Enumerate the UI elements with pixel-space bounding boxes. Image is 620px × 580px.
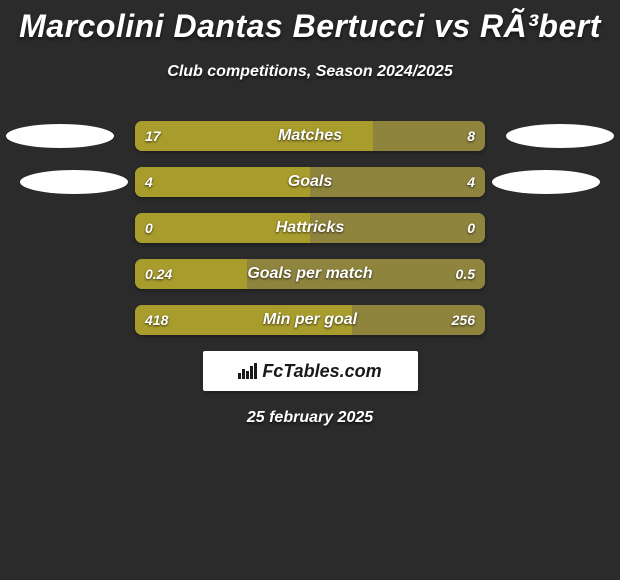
stats-container: 17Matches8 4Goals4 0Hattricks0 0.24Goals pe…: [0, 121, 620, 335]
player-left-ellipse: [20, 170, 128, 194]
branding-badge: FcTables.com: [203, 351, 418, 391]
stat-label: Min per goal: [135, 305, 485, 335]
branding-text: FcTables.com: [262, 361, 381, 382]
stat-value-right: 4: [467, 167, 475, 197]
stat-label: Goals per match: [135, 259, 485, 289]
stat-bar-track: 0.24Goals per match0.5: [135, 259, 485, 289]
comparison-date: 25 february 2025: [0, 409, 620, 427]
stat-bar-track: 0Hattricks0: [135, 213, 485, 243]
stat-row: 4Goals4: [0, 167, 620, 197]
bar-chart-icon: [238, 363, 258, 379]
stat-row: 17Matches8: [0, 121, 620, 151]
stat-value-right: 256: [452, 305, 475, 335]
stat-label: Goals: [135, 167, 485, 197]
player-right-ellipse: [492, 170, 600, 194]
stat-bar-track: 418Min per goal256: [135, 305, 485, 335]
stat-value-right: 0: [467, 213, 475, 243]
player-right-ellipse: [506, 124, 614, 148]
stat-bar-track: 17Matches8: [135, 121, 485, 151]
stat-value-right: 0.5: [456, 259, 475, 289]
stat-row: 0Hattricks0: [0, 213, 620, 243]
stat-label: Matches: [135, 121, 485, 151]
stat-label: Hattricks: [135, 213, 485, 243]
stat-bar-track: 4Goals4: [135, 167, 485, 197]
comparison-title: Marcolini Dantas Bertucci vs RÃ³bert: [0, 0, 620, 45]
comparison-subtitle: Club competitions, Season 2024/2025: [0, 63, 620, 81]
stat-row: 0.24Goals per match0.5: [0, 259, 620, 289]
stat-row: 418Min per goal256: [0, 305, 620, 335]
player-left-ellipse: [6, 124, 114, 148]
stat-value-right: 8: [467, 121, 475, 151]
